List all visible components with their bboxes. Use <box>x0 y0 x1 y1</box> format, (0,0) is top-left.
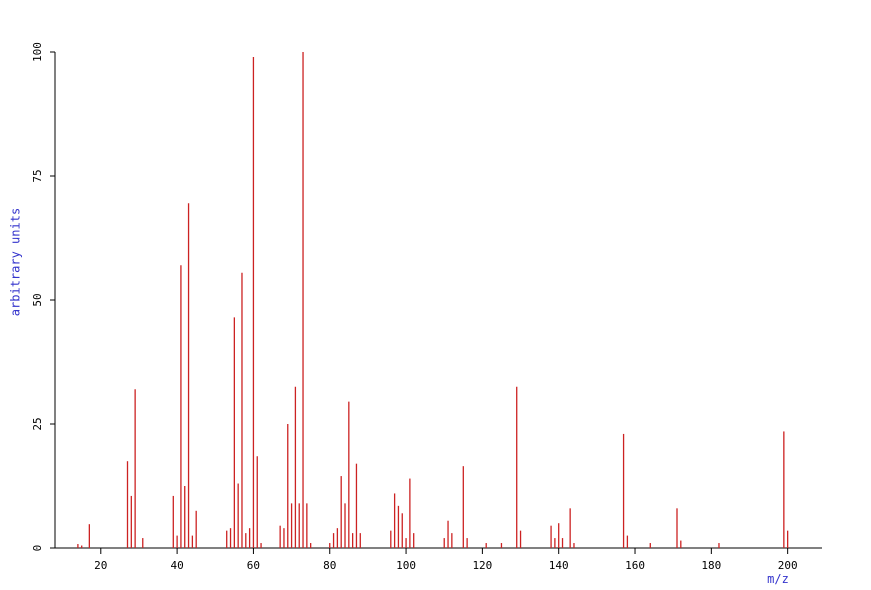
x-tick-label: 60 <box>247 559 260 572</box>
x-tick-label: 200 <box>778 559 798 572</box>
y-tick-label: 25 <box>31 417 44 430</box>
x-tick-label: 160 <box>625 559 645 572</box>
x-axis-label: m/z <box>767 572 789 586</box>
x-tick-label: 20 <box>94 559 107 572</box>
y-tick-label: 100 <box>31 42 44 62</box>
y-tick-label: 50 <box>31 293 44 306</box>
x-tick-label: 120 <box>472 559 492 572</box>
y-tick-label: 0 <box>31 545 44 552</box>
x-tick-label: 80 <box>323 559 336 572</box>
x-tick-label: 40 <box>170 559 183 572</box>
x-tick-label: 100 <box>396 559 416 572</box>
y-tick-label: 75 <box>31 169 44 182</box>
y-axis-label: arbitrary units <box>9 208 23 316</box>
x-tick-label: 140 <box>549 559 569 572</box>
x-tick-label: 180 <box>701 559 721 572</box>
